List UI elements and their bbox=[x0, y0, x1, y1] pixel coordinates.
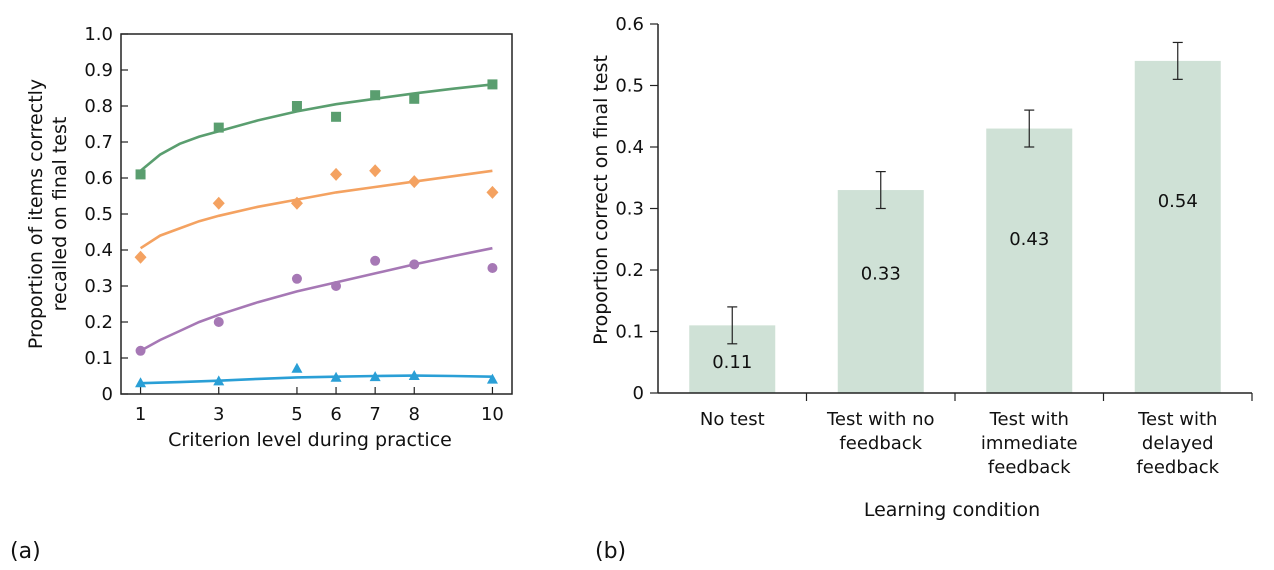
chart-a-x-tick-label: 8 bbox=[409, 404, 420, 425]
chart-a-x-axis: 1 3 5 6 7 8 10 bbox=[135, 387, 504, 425]
chart-b-category-label: feedback bbox=[988, 457, 1071, 478]
chart-a-point-circle bbox=[487, 263, 498, 273]
chart-b-ylabel: Proportion correct on final test bbox=[590, 55, 612, 345]
chart-b-x-axis: No test Test with no feedback Test with imme… bbox=[700, 393, 1253, 478]
chart-b-value-label: 0.54 bbox=[1158, 191, 1198, 212]
chart-a-point-triangle bbox=[291, 362, 303, 373]
chart-b-bar bbox=[837, 190, 924, 393]
chart-a-ylabel-line1: Proportion of items correctly bbox=[25, 79, 47, 349]
chart-a-fit-line-diamond bbox=[139, 169, 493, 250]
chart-a-y-tick-label: 0.6 bbox=[84, 168, 113, 189]
chart-a-point-square bbox=[291, 101, 302, 111]
chart-a: 0 0.1 0.2 0.3 0.4 0.5 0.6 0.7 0.8 0.9 1.0 1 3 5 6 7 8 10… bbox=[10, 24, 513, 564]
chart-a-point-circle bbox=[370, 255, 381, 266]
chart-b-value-label: 0.43 bbox=[1009, 229, 1049, 250]
chart-b-category-label: immediate bbox=[981, 433, 1078, 454]
chart-b-value-label: 0.11 bbox=[712, 352, 752, 373]
chart-a-points bbox=[134, 79, 499, 388]
chart-b-bar bbox=[986, 128, 1073, 394]
chart-a-point-triangle bbox=[486, 373, 498, 384]
chart-a-x-tick-label: 6 bbox=[330, 404, 341, 425]
chart-b: 0 0.1 0.2 0.3 0.4 0.5 0.6 0.11 0.33 0.43 0.54 No … bbox=[590, 14, 1253, 564]
chart-b-category-label: No test bbox=[700, 409, 765, 430]
chart-a-y-tick-label: 0.5 bbox=[84, 204, 113, 225]
chart-b-y-tick-label: 0.6 bbox=[615, 14, 644, 35]
chart-b-value-label: 0.33 bbox=[861, 263, 901, 284]
chart-a-point-diamond bbox=[408, 175, 421, 189]
chart-b-xlabel: Learning condition bbox=[864, 499, 1040, 521]
chart-a-x-tick-label: 10 bbox=[481, 404, 504, 425]
panel-label-b: (b) bbox=[595, 539, 626, 564]
chart-b-y-tick-label: 0.3 bbox=[615, 199, 644, 220]
chart-a-y-tick-label: 0.2 bbox=[84, 312, 113, 333]
chart-b-y-tick-label: 0.4 bbox=[615, 137, 644, 158]
chart-a-point-square bbox=[331, 111, 342, 122]
chart-b-category-label: Test with no bbox=[826, 409, 935, 430]
chart-b-bars: 0.11 0.33 0.43 0.54 bbox=[689, 41, 1221, 394]
chart-a-point-circle bbox=[409, 259, 420, 270]
chart-b-y-tick-label: 0.2 bbox=[615, 260, 644, 281]
chart-a-y-tick-label: 1.0 bbox=[84, 24, 113, 45]
chart-a-point-square bbox=[487, 79, 498, 90]
chart-a-point-triangle bbox=[369, 371, 381, 382]
chart-a-y-tick-label: 0.7 bbox=[84, 132, 113, 153]
chart-a-x-tick-label: 1 bbox=[135, 404, 146, 425]
chart-a-point-square bbox=[409, 93, 420, 104]
chart-a-point-circle bbox=[331, 281, 342, 291]
chart-a-fit-line-square bbox=[139, 83, 493, 172]
chart-a-point-diamond bbox=[290, 196, 303, 210]
chart-a-point-diamond bbox=[212, 196, 225, 210]
chart-a-point-circle bbox=[135, 345, 146, 356]
chart-a-y-tick-label: 0.4 bbox=[84, 240, 113, 261]
chart-a-fit-line-triangle bbox=[140, 374, 493, 385]
chart-a-xlabel: Criterion level during practice bbox=[168, 429, 452, 451]
chart-b-y-axis: 0 0.1 0.2 0.3 0.4 0.5 0.6 bbox=[615, 14, 658, 404]
chart-a-point-diamond bbox=[486, 185, 499, 199]
chart-b-y-tick-label: 0 bbox=[633, 383, 644, 404]
chart-b-category-label: delayed bbox=[1142, 433, 1214, 454]
chart-a-y-axis: 0 0.1 0.2 0.3 0.4 0.5 0.6 0.7 0.8 0.9 1.0 bbox=[84, 24, 128, 405]
chart-a-point-triangle bbox=[213, 375, 225, 386]
chart-b-bar bbox=[1134, 60, 1221, 394]
chart-a-point-diamond bbox=[369, 164, 382, 178]
chart-b-category-label: feedback bbox=[1136, 457, 1219, 478]
chart-a-y-tick-label: 0.8 bbox=[84, 96, 113, 117]
chart-a-point-triangle bbox=[135, 377, 147, 388]
chart-a-point-square bbox=[213, 122, 224, 133]
chart-a-x-tick-label: 3 bbox=[213, 404, 224, 425]
chart-a-y-tick-label: 0.3 bbox=[84, 276, 113, 297]
chart-b-category-label: feedback bbox=[839, 433, 922, 454]
chart-a-y-tick-label: 0 bbox=[102, 384, 113, 405]
chart-a-fit-line-circle bbox=[139, 246, 493, 352]
chart-a-point-circle bbox=[213, 317, 224, 327]
chart-a-ylabel-line2: recalled on final test bbox=[49, 117, 71, 312]
chart-a-point-diamond bbox=[134, 250, 147, 264]
chart-b-category-label: Test with bbox=[1137, 409, 1217, 430]
chart-b-y-tick-label: 0.5 bbox=[615, 76, 644, 97]
chart-a-point-triangle bbox=[330, 371, 342, 382]
chart-a-point-circle bbox=[291, 273, 302, 284]
chart-a-point-square bbox=[135, 169, 146, 180]
chart-a-point-square bbox=[370, 90, 381, 101]
chart-a-x-tick-label: 7 bbox=[369, 404, 380, 425]
chart-a-x-tick-label: 5 bbox=[291, 404, 302, 425]
chart-b-y-tick-label: 0.1 bbox=[615, 322, 644, 343]
chart-a-fit-curves bbox=[139, 83, 493, 385]
chart-b-category-label: Test with bbox=[989, 409, 1069, 430]
panel-label-a: (a) bbox=[10, 539, 41, 564]
chart-a-frame bbox=[120, 33, 513, 395]
chart-a-y-tick-label: 0.9 bbox=[84, 60, 113, 81]
chart-a-point-triangle bbox=[408, 370, 420, 380]
chart-a-y-tick-label: 0.1 bbox=[84, 348, 113, 369]
chart-a-point-diamond bbox=[330, 167, 343, 181]
